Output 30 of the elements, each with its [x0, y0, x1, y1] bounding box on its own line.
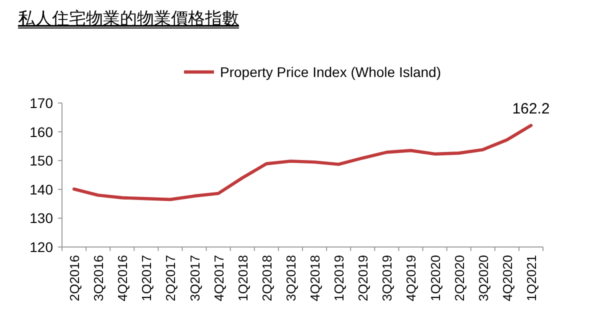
chart-title: 私人住宅物業的物業價格指數 [18, 9, 239, 28]
x-tick-label: 1Q2020 [428, 255, 443, 302]
x-tick-label: 2Q2017 [163, 255, 178, 302]
x-tick-label: 4Q2016 [115, 255, 130, 302]
y-tick-label: 120 [30, 239, 54, 255]
x-tick-label: 3Q2018 [283, 255, 298, 302]
x-tick-label: 1Q2019 [332, 255, 347, 302]
legend-label: Property Price Index (Whole Island) [220, 64, 441, 80]
x-tick-label: 2Q2020 [452, 255, 467, 302]
y-tick-label: 130 [30, 210, 54, 226]
x-tick-label: 3Q2017 [187, 255, 202, 302]
y-tick-label: 140 [30, 181, 54, 198]
y-tick-label: 160 [30, 124, 54, 140]
x-tick-label: 4Q2020 [500, 255, 515, 302]
x-tick-label: 2Q2016 [67, 255, 82, 302]
x-tick-label: 2Q2019 [356, 255, 371, 302]
x-tick-label: 4Q2019 [404, 255, 419, 302]
data-label: 162.2 [512, 100, 550, 118]
x-tick-label: 2Q2018 [259, 255, 274, 302]
x-tick-label: 3Q2016 [91, 255, 106, 302]
y-tick-label: 170 [30, 95, 54, 111]
x-tick-label: 4Q2017 [211, 255, 226, 302]
y-tick-label: 150 [30, 152, 54, 169]
x-tick-label: 3Q2019 [380, 255, 395, 302]
line-series [72, 124, 533, 202]
x-tick-label: 3Q2020 [476, 255, 491, 302]
x-tick-label: 4Q2018 [308, 255, 323, 302]
x-tick-label: 1Q2017 [139, 255, 154, 302]
x-tick-label: 1Q2018 [235, 255, 250, 302]
x-tick-label: 1Q2021 [524, 255, 539, 302]
